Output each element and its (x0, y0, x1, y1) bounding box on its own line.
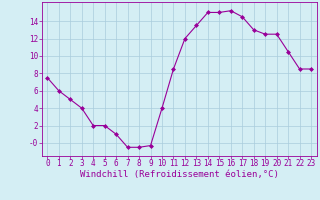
X-axis label: Windchill (Refroidissement éolien,°C): Windchill (Refroidissement éolien,°C) (80, 170, 279, 179)
